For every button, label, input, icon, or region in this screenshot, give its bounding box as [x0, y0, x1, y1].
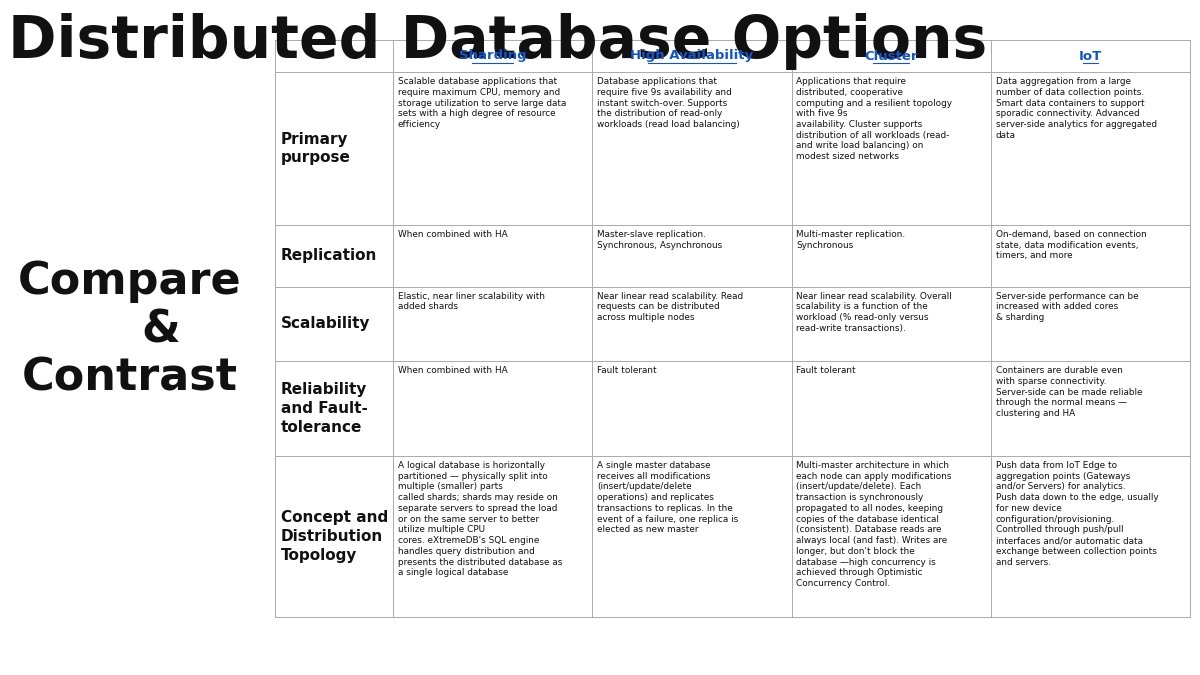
Text: On-demand, based on connection
state, data modification events,
timers, and more: On-demand, based on connection state, da…: [996, 230, 1146, 261]
Text: IoT: IoT: [1079, 49, 1102, 63]
Text: A logical database is horizontally
partitioned — physically split into
multiple : A logical database is horizontally parti…: [398, 461, 563, 578]
Text: Fault tolerant: Fault tolerant: [598, 366, 656, 375]
Text: Reliability
and Fault-
tolerance: Reliability and Fault- tolerance: [281, 383, 368, 435]
Text: High Availability: High Availability: [630, 49, 754, 63]
Text: Sharding: Sharding: [458, 49, 527, 63]
Text: Database applications that
require five 9s availability and
instant switch-over.: Database applications that require five …: [598, 77, 740, 129]
Text: Primary
purpose: Primary purpose: [281, 132, 350, 165]
Text: Fault tolerant: Fault tolerant: [797, 366, 856, 375]
Text: Scalability: Scalability: [281, 317, 371, 331]
Text: Elastic, near liner scalability with
added shards: Elastic, near liner scalability with add…: [398, 292, 545, 311]
Text: Master-slave replication.
Synchronous, Asynchronous: Master-slave replication. Synchronous, A…: [598, 230, 722, 250]
Text: Applications that require
distributed, cooperative
computing and a resilient top: Applications that require distributed, c…: [797, 77, 953, 161]
Text: Near linear read scalability. Overall
scalability is a function of the
workload : Near linear read scalability. Overall sc…: [797, 292, 952, 333]
Text: Containers are durable even
with sparse connectivity.
Server-side can be made re: Containers are durable even with sparse …: [996, 366, 1142, 418]
Text: Scalable database applications that
require maximum CPU, memory and
storage util: Scalable database applications that requ…: [398, 77, 566, 129]
Text: Data aggregation from a large
number of data collection points.
Smart data conta: Data aggregation from a large number of …: [996, 77, 1157, 140]
Text: Push data from IoT Edge to
aggregation points (Gateways
and/or Servers) for anal: Push data from IoT Edge to aggregation p…: [996, 461, 1158, 567]
Text: Cluster: Cluster: [864, 49, 918, 63]
Text: Server-side performance can be
increased with added cores
& sharding: Server-side performance can be increased…: [996, 292, 1139, 322]
Text: Multi-master architecture in which
each node can apply modifications
(insert/upd: Multi-master architecture in which each …: [797, 461, 952, 588]
Text: Concept and
Distribution
Topology: Concept and Distribution Topology: [281, 510, 389, 562]
Text: Distributed Database Options: Distributed Database Options: [8, 13, 988, 70]
Text: When combined with HA: When combined with HA: [398, 366, 508, 375]
Text: Near linear read scalability. Read
requests can be distributed
across multiple n: Near linear read scalability. Read reque…: [598, 292, 743, 322]
Text: When combined with HA: When combined with HA: [398, 230, 508, 239]
Text: Multi-master replication.
Synchronous: Multi-master replication. Synchronous: [797, 230, 906, 250]
Text: Compare
    &
Contrast: Compare & Contrast: [18, 261, 242, 400]
Text: A single master database
receives all modifications
(insert/update/delete
operat: A single master database receives all mo…: [598, 461, 738, 535]
Text: Replication: Replication: [281, 248, 377, 263]
